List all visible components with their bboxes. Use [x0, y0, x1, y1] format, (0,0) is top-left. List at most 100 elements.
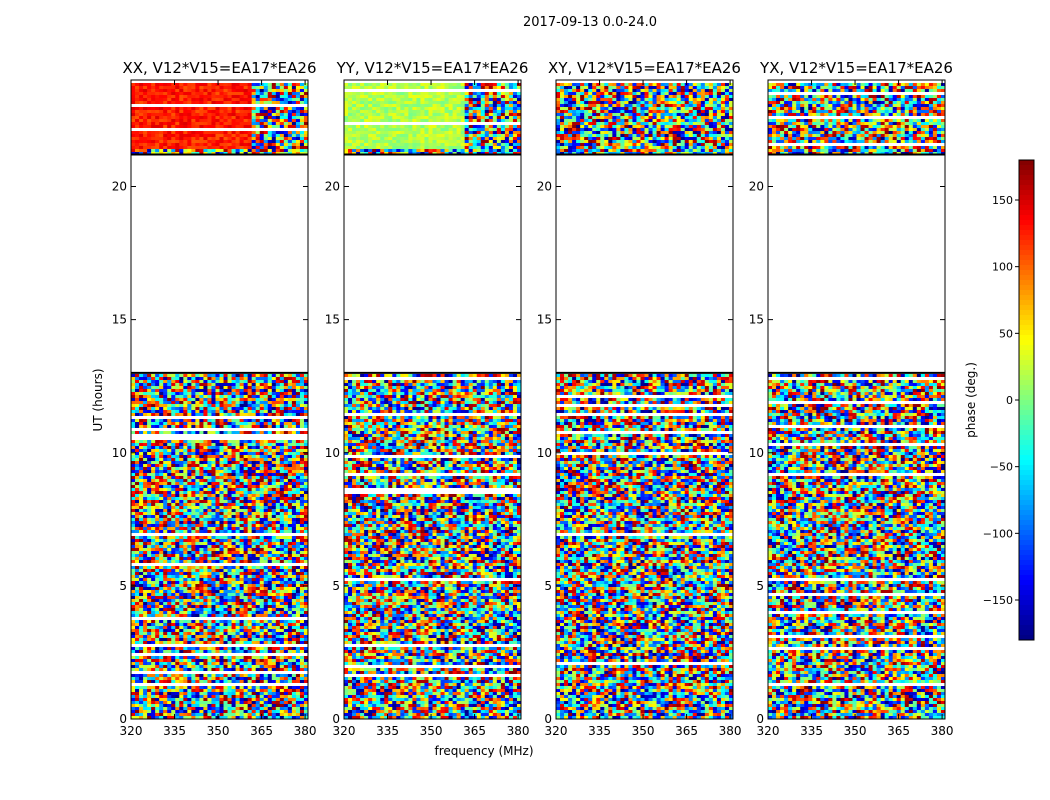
heatmap-cell	[287, 599, 293, 602]
heatmap-cell	[159, 140, 164, 143]
heatmap-cell	[227, 389, 232, 392]
heatmap-cell	[155, 407, 160, 410]
heatmap-cell	[251, 449, 257, 452]
heatmap-cell	[135, 110, 140, 113]
heatmap-cell	[171, 512, 176, 515]
heatmap-cell	[251, 527, 257, 530]
heatmap-cell	[163, 503, 168, 506]
heatmap-cell	[187, 662, 192, 665]
heatmap-cell	[211, 404, 216, 407]
heatmap-cell	[147, 554, 152, 557]
heatmap-cell	[207, 494, 212, 497]
heatmap-cell	[287, 446, 293, 449]
heatmap-cell	[163, 527, 168, 530]
heatmap-cell	[163, 443, 168, 446]
heatmap-cell	[135, 665, 140, 668]
heatmap-cell	[299, 374, 305, 377]
heatmap-cell	[159, 506, 164, 509]
heatmap-cell	[175, 98, 180, 101]
heatmap-cell	[299, 647, 305, 650]
heatmap-cell	[291, 452, 297, 455]
heatmap-cell	[151, 524, 156, 527]
heatmap-cell	[163, 518, 168, 521]
heatmap-cell	[255, 566, 261, 569]
heatmap-cell	[167, 380, 172, 383]
heatmap-cell	[259, 581, 265, 584]
heatmap-cell	[183, 503, 188, 506]
heatmap-cell	[299, 629, 305, 632]
heatmap-cell	[295, 560, 301, 563]
heatmap-cell	[283, 401, 289, 404]
heatmap-cell	[175, 620, 180, 623]
heatmap-cell	[211, 599, 216, 602]
heatmap-cell	[275, 623, 281, 626]
heatmap-cell	[211, 119, 216, 122]
heatmap-cell	[243, 101, 249, 104]
heatmap-cell	[215, 458, 220, 461]
heatmap-cell	[143, 482, 148, 485]
heatmap-cell	[291, 131, 297, 134]
heatmap-cell	[191, 632, 196, 635]
heatmap-cell	[243, 485, 249, 488]
heatmap-cell	[227, 500, 232, 503]
heatmap-cell	[135, 539, 140, 542]
heatmap-cell	[271, 395, 277, 398]
heatmap-cell	[143, 662, 148, 665]
heatmap-cell	[263, 614, 269, 617]
heatmap-cell	[227, 152, 232, 155]
heatmap-cell	[227, 140, 232, 143]
heatmap-cell	[219, 152, 224, 155]
heatmap-cell	[255, 581, 261, 584]
heatmap-cell	[175, 122, 180, 125]
heatmap-cell	[171, 374, 176, 377]
heatmap-cell	[303, 509, 309, 512]
heatmap-cell	[275, 608, 281, 611]
heatmap-cell	[195, 557, 200, 560]
heatmap-cell	[275, 386, 281, 389]
heatmap-cell	[227, 506, 232, 509]
heatmap-cell	[271, 608, 277, 611]
heatmap-cell	[275, 551, 281, 554]
heatmap-cell	[267, 407, 273, 410]
heatmap-cell	[271, 530, 277, 533]
heatmap-cell	[291, 113, 297, 116]
heatmap-cell	[247, 119, 253, 122]
heatmap-cell	[139, 401, 144, 404]
heatmap-cell	[131, 398, 136, 401]
heatmap-cell	[159, 131, 164, 134]
heatmap-cell	[195, 611, 200, 614]
heatmap-cell	[191, 611, 196, 614]
heatmap-cell	[183, 119, 188, 122]
heatmap-cell	[191, 650, 196, 653]
heatmap-cell	[227, 116, 232, 119]
heatmap-cell	[143, 419, 148, 422]
heatmap-cell	[171, 107, 176, 110]
heatmap-cell	[203, 101, 208, 104]
heatmap-cell	[143, 599, 148, 602]
heatmap-cell	[283, 674, 289, 677]
heatmap-cell	[291, 143, 297, 146]
heatmap-cell	[215, 635, 220, 638]
heatmap-cell	[211, 140, 216, 143]
heatmap-cell	[187, 518, 192, 521]
heatmap-cell	[135, 488, 140, 491]
heatmap-cell	[291, 584, 297, 587]
heatmap-cell	[259, 674, 265, 677]
heatmap-cell	[207, 491, 212, 494]
heatmap-cell	[247, 461, 253, 464]
heatmap-cell	[255, 635, 261, 638]
heatmap-cell	[283, 377, 289, 380]
heatmap-cell	[179, 527, 184, 530]
heatmap-cell	[287, 485, 293, 488]
heatmap-cell	[291, 608, 297, 611]
heatmap-cell	[179, 545, 184, 548]
heatmap-cell	[239, 95, 245, 98]
heatmap-cell	[219, 626, 224, 629]
heatmap-cell	[279, 446, 285, 449]
heatmap-cell	[199, 551, 204, 554]
heatmap-cell	[151, 497, 156, 500]
heatmap-cell	[299, 521, 305, 524]
heatmap-cell	[251, 92, 257, 95]
heatmap-cell	[259, 131, 265, 134]
heatmap-cell	[143, 407, 148, 410]
